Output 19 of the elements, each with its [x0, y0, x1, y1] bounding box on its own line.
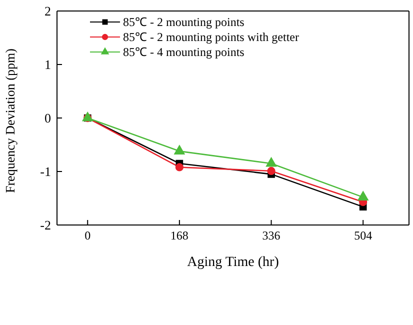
- x-tick-label: 0: [84, 228, 91, 243]
- point: [266, 157, 277, 167]
- y-tick-label: 1: [44, 57, 51, 72]
- legend-label: 85℃ - 2 mounting points: [123, 14, 244, 30]
- point: [267, 166, 276, 176]
- x-axis-title: Aging Time (hr): [187, 255, 280, 270]
- y-axis-title: Frequency Deviation (ppm): [2, 48, 18, 193]
- y-tick-label: -2: [40, 218, 51, 233]
- point: [175, 163, 184, 172]
- x-tick-label: 336: [262, 228, 280, 243]
- y-tick-label: 2: [44, 4, 51, 19]
- y-tick-label: 0: [44, 110, 51, 126]
- point: [358, 191, 368, 200]
- x-tick-label: 168: [170, 228, 188, 243]
- legend-label: 85℃ - 2 mounting points with getter: [123, 29, 299, 45]
- y-tick-label: -1: [40, 164, 51, 180]
- point: [174, 145, 185, 154]
- legend-label: 85℃ - 4 mounting points: [123, 44, 244, 60]
- x-tick-label: 504: [354, 228, 372, 243]
